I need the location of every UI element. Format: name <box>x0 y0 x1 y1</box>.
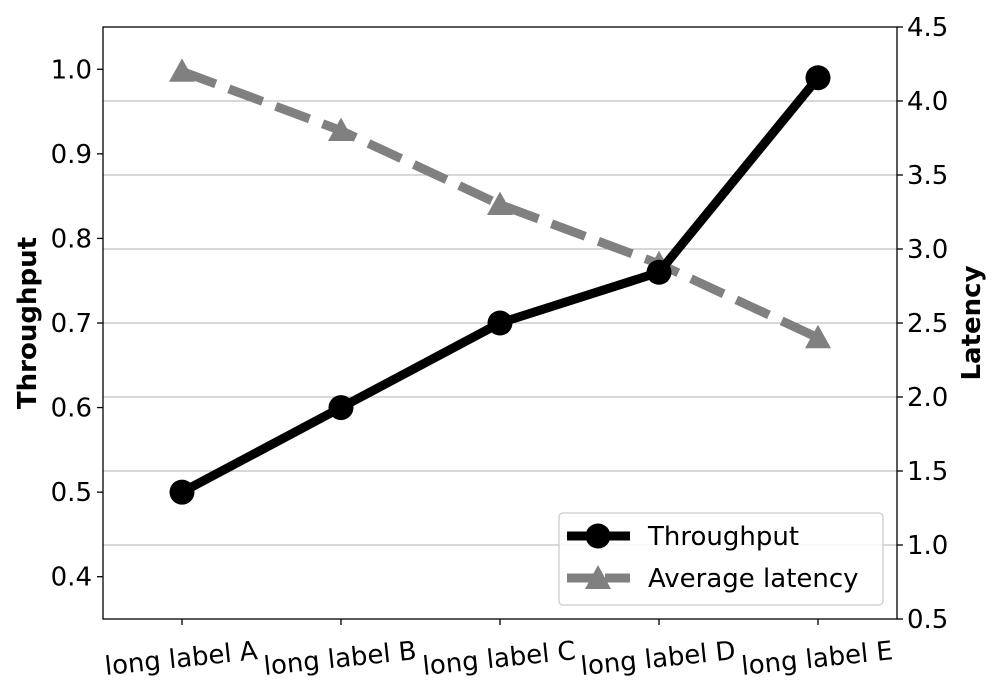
latency-point <box>169 58 195 82</box>
latency-point <box>328 117 354 141</box>
right-y-axis: 0.5 1.0 1.5 2.0 2.5 3.0 3.5 4.0 4.5 <box>897 13 948 635</box>
left-tick-label: 0.9 <box>51 140 92 170</box>
right-tick-label: 1.0 <box>907 531 948 561</box>
right-tick-label: 0.5 <box>907 605 948 635</box>
legend-latency-marker <box>585 565 611 589</box>
left-tick-label: 0.8 <box>51 224 92 254</box>
throughput-point <box>646 259 672 285</box>
legend-box <box>558 512 884 606</box>
left-tick-label: 1.0 <box>51 55 92 85</box>
legend-throughput-label: Throughput <box>647 522 799 552</box>
right-axis-title: Latency <box>957 265 987 380</box>
left-tick-label: 0.4 <box>51 563 92 593</box>
series-layer <box>169 58 831 505</box>
legend: Throughput Average latency <box>558 512 884 606</box>
latency-line <box>180 67 820 342</box>
x-tick-label: long label A <box>103 636 259 682</box>
right-tick-label: 3.5 <box>907 161 948 191</box>
throughput-point <box>805 65 831 91</box>
right-tick-label: 2.5 <box>907 309 948 339</box>
x-tick-label: long label B <box>262 636 418 682</box>
legend-throughput-marker <box>585 523 611 549</box>
right-tick-label: 3.0 <box>907 235 948 265</box>
right-tick-label: 2.0 <box>907 383 948 413</box>
legend-latency-label: Average latency <box>648 564 859 594</box>
right-tick-label: 4.0 <box>907 87 948 117</box>
x-tick-label: long label D <box>579 636 737 682</box>
left-axis-title: Throughput <box>13 237 43 409</box>
left-tick-label: 0.6 <box>51 394 92 424</box>
throughput-point <box>169 479 195 505</box>
latency-point <box>805 324 831 349</box>
throughput-line <box>179 74 822 497</box>
right-tick-label: 4.5 <box>907 13 948 43</box>
left-tick-label: 0.5 <box>51 478 92 508</box>
gridlines <box>103 100 897 546</box>
throughput-point <box>487 310 513 336</box>
left-y-axis: 0.4 0.5 0.6 0.7 0.8 0.9 1.0 <box>51 55 103 593</box>
throughput-point <box>328 395 354 421</box>
right-tick-label: 1.5 <box>907 457 948 487</box>
x-tick-label: long label C <box>421 636 577 682</box>
x-tick-label: long label E <box>740 636 894 682</box>
left-tick-label: 0.7 <box>51 309 92 339</box>
latency-point <box>487 191 513 215</box>
